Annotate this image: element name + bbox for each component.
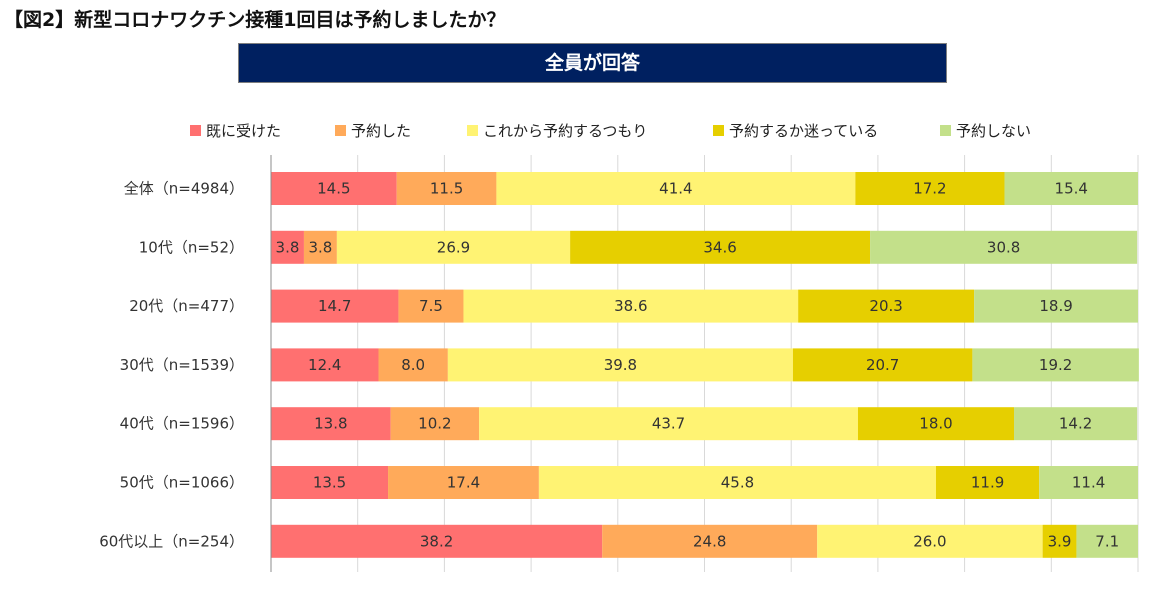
bar-segment [271, 407, 391, 441]
data-label: 43.7 [652, 415, 685, 433]
data-label: 17.4 [447, 474, 480, 492]
legend: 既に受けた 予約した これから予約するつもり 予約するか迷っている 予約しない [190, 122, 1031, 140]
data-label: 26.9 [437, 238, 470, 256]
bar-segment [1014, 407, 1138, 441]
bar-segment [972, 348, 1139, 382]
category-label: 30代（n=1539） [120, 356, 244, 374]
bar-segment [602, 524, 818, 558]
bar-segment [271, 230, 304, 264]
data-label: 14.7 [318, 297, 351, 315]
data-label: 7.1 [1095, 532, 1119, 550]
bar-segment [1042, 524, 1077, 558]
legend-swatch [713, 125, 724, 136]
category-label: 60代以上（n=254） [99, 532, 244, 550]
data-label: 13.8 [314, 415, 347, 433]
data-label: 30.8 [987, 238, 1020, 256]
category-label: 50代（n=1066） [120, 474, 244, 492]
bar-segment [935, 466, 1040, 499]
data-label: 14.2 [1059, 415, 1092, 433]
data-label: 24.8 [693, 532, 726, 550]
data-label: 20.7 [866, 356, 899, 374]
bar-segment [479, 407, 858, 441]
bar-segment [870, 230, 1138, 264]
bar-segment [798, 289, 975, 323]
data-label: 11.5 [430, 180, 463, 198]
legend-swatch [190, 125, 201, 136]
bar-segment [447, 348, 793, 382]
legend-swatch [335, 125, 346, 136]
data-label: 10.2 [418, 415, 451, 433]
data-label: 38.2 [420, 532, 453, 550]
legend-label: 予約した [351, 122, 411, 140]
bar-segment [378, 348, 448, 382]
legend-label: 予約しない [956, 122, 1031, 140]
bar-segment [271, 289, 399, 323]
data-label: 20.3 [869, 297, 902, 315]
category-label: 20代（n=477） [129, 297, 244, 315]
bar-segment [271, 524, 603, 558]
bar-segment [974, 289, 1138, 323]
data-label: 18.0 [919, 415, 952, 433]
bars: 14.5 11.5 41.4 17.2 15.4 3.8 3.8 26.9 34.6 30.8 14… [271, 172, 1139, 558]
data-label: 3.9 [1048, 532, 1072, 550]
bar-segment [271, 348, 379, 382]
data-label: 18.9 [1039, 297, 1072, 315]
category-labels: 全体（n=4984） 10代（n=52） 20代（n=477） 30代（n=1539）… [99, 180, 244, 551]
data-label: 19.2 [1039, 356, 1072, 374]
bar-segment [1004, 172, 1138, 205]
bar-segment [817, 524, 1043, 558]
bar-segment [396, 172, 497, 205]
bar-segment [1039, 466, 1138, 499]
data-label: 11.9 [971, 474, 1004, 492]
legend-swatch [940, 125, 951, 136]
legend-label: 既に受けた [206, 122, 281, 140]
bar-segment [857, 407, 1015, 441]
data-label: 38.6 [614, 297, 647, 315]
bar-segment [463, 289, 799, 323]
data-label: 17.2 [913, 180, 946, 198]
bar-segment [388, 466, 539, 499]
data-label: 34.6 [703, 238, 736, 256]
bar-segment [398, 289, 464, 323]
data-label: 8.0 [401, 356, 425, 374]
category-label: 40代（n=1596） [120, 415, 244, 433]
legend-label: 予約するか迷っている [729, 122, 878, 140]
data-label: 13.5 [313, 474, 346, 492]
bar-segment [855, 172, 1005, 205]
bar-segment [496, 172, 856, 205]
data-label: 3.8 [308, 238, 332, 256]
data-label: 39.8 [604, 356, 637, 374]
data-label: 7.5 [419, 297, 443, 315]
data-label: 41.4 [659, 180, 692, 198]
data-label: 11.4 [1072, 474, 1105, 492]
category-label: 全体（n=4984） [124, 180, 244, 198]
data-label: 26.0 [913, 532, 946, 550]
bar-segment [1076, 524, 1138, 558]
respondent-banner: 全員が回答 [238, 43, 947, 83]
bar-segment [538, 466, 936, 499]
bar-segment [271, 466, 389, 499]
bar-segment [390, 407, 480, 441]
bar-segment [271, 172, 397, 205]
category-label: 10代（n=52） [139, 238, 244, 256]
bar-segment [792, 348, 973, 382]
data-label: 12.4 [308, 356, 341, 374]
legend-swatch [467, 125, 478, 136]
legend-label: これから予約するつもり [483, 122, 647, 140]
data-label: 45.8 [721, 474, 754, 492]
bar-segment [570, 230, 871, 264]
bar-segment [303, 230, 337, 264]
data-label: 3.8 [276, 238, 300, 256]
data-label: 14.5 [317, 180, 350, 198]
bar-segment [336, 230, 571, 264]
data-label: 15.4 [1055, 180, 1088, 198]
figure-title: 【図2】新型コロナワクチン接種1回目は予約しましたか？ [4, 9, 506, 31]
